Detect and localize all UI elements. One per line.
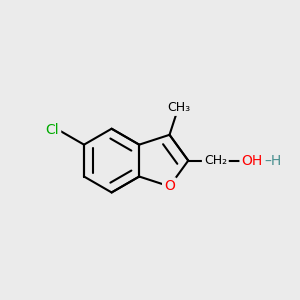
Text: Cl: Cl [46, 123, 59, 137]
Text: O: O [164, 179, 175, 194]
Text: CH₂: CH₂ [204, 154, 227, 167]
Text: OH: OH [241, 154, 262, 168]
Text: CH₃: CH₃ [167, 101, 190, 114]
Text: –H: –H [264, 154, 281, 168]
